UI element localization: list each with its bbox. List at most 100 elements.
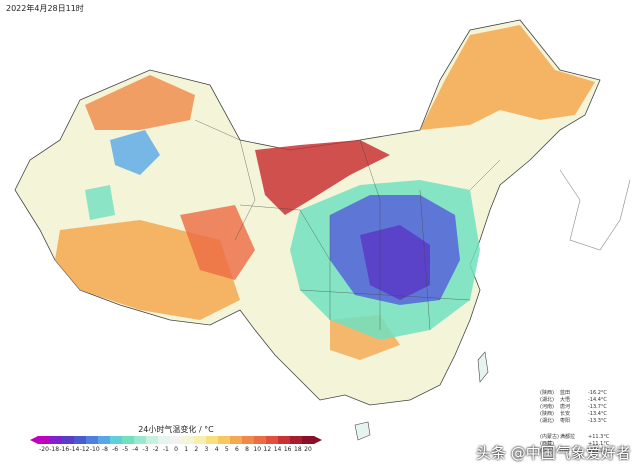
legend-swatch [50, 436, 63, 444]
legend-swatch [194, 436, 207, 444]
legend-tick-label: 4 [214, 446, 219, 453]
toutiao-logo-icon [458, 446, 472, 460]
station-province: (西藏) [540, 441, 554, 447]
station-name: 蓝田 [560, 390, 571, 396]
watermark-text: 头条 @中国气象爱好者 [476, 444, 631, 462]
legend-tick-label: -5 [122, 446, 129, 453]
station-name: 山丹 [560, 448, 571, 454]
taiwan [477, 351, 489, 383]
legend-swatch [74, 436, 87, 444]
legend-swatch [218, 436, 231, 444]
station-value: +11.1°C [588, 441, 610, 447]
warm-tibet [180, 205, 255, 280]
legend-tick-label: -4 [132, 446, 139, 453]
legend-tick-label: -14 [69, 446, 80, 453]
legend-tick-label: 2 [194, 446, 199, 453]
legend-swatch [206, 436, 219, 444]
legend-swatch [182, 436, 195, 444]
station-name: 满都拉 [560, 434, 576, 440]
cool-xinjiang-south [85, 185, 115, 220]
legend-swatch [134, 436, 147, 444]
station-row: (陕西) 蓝田 -16.2°C [540, 390, 636, 397]
station-value: -16.2°C [588, 390, 607, 396]
legend-swatch [242, 436, 255, 444]
legend-tick-label: 8 [245, 446, 249, 453]
legend-tick-label: 6 [235, 446, 239, 453]
legend-tick-label: -3 [142, 446, 149, 453]
station-province: (内蒙古) [540, 434, 559, 440]
legend-swatch [290, 436, 303, 444]
station-row: (内蒙古) 满都拉 +11.3°C [540, 434, 636, 441]
station-value: +11.3°C [588, 434, 610, 440]
legend-swatch [158, 436, 171, 444]
legend-tick-label: 20 [304, 446, 312, 453]
legend-swatch [170, 436, 183, 444]
station-row: (陕西) 长安 -13.4°C [540, 411, 636, 418]
station-province: (湖北) [540, 397, 554, 403]
legend-tick-label: -1 [162, 446, 169, 453]
station-value: -13.7°C [588, 404, 607, 410]
station-value: -14.4°C [588, 397, 607, 403]
station-name: 大悟 [560, 397, 571, 403]
korea-japan-outline [559, 169, 631, 251]
legend-tick-label: -18 [49, 446, 60, 453]
legend-title: 24小时气温变化 / °C [138, 425, 214, 434]
legend-tick-label: -12 [79, 446, 90, 453]
station-province: (甘肃) [540, 448, 554, 454]
legend-arrow-left [30, 436, 38, 444]
station-name: 唐河 [560, 404, 571, 410]
station-row: (甘肃) 山丹 +13.3°C [540, 448, 636, 455]
warm-station-list: (内蒙古) 满都拉 +11.3°C (西藏) +11.1°C (甘肃) 山丹 +13.3°C [540, 434, 636, 455]
watermark: 头条 @中国气象爱好者 [458, 442, 631, 463]
legend-swatch [254, 436, 267, 444]
legend-tick-label: 3 [204, 446, 209, 453]
station-row: (湖北) 大悟 -14.4°C [540, 397, 636, 404]
legend-swatch [278, 436, 291, 444]
legend-tick-label: 16 [283, 446, 292, 453]
map-timestamp: 2022年4月28日11时 [6, 4, 84, 13]
station-province: (湖北) [540, 418, 554, 424]
station-name: 枣阳 [560, 418, 571, 424]
legend-tick-label: 0 [174, 446, 178, 453]
legend-tick-label: 10 [253, 446, 262, 453]
province-borders [194, 119, 501, 331]
station-value: +13.3°C [588, 448, 610, 454]
legend-tick-label: 1 [184, 446, 189, 453]
station-value: -13.4°C [588, 411, 607, 417]
legend-swatch [62, 436, 75, 444]
station-row: (河南) 唐河 -13.7°C [540, 404, 636, 411]
legend-arrow-right [314, 436, 322, 444]
warm-northeast [420, 25, 595, 130]
station-value: -13.3°C [588, 418, 607, 424]
hainan [354, 421, 371, 441]
legend-tick-label: -20 [39, 446, 49, 453]
legend-swatch [110, 436, 123, 444]
station-row: (西藏) +11.1°C [540, 441, 636, 448]
legend-tick-label: 5 [224, 446, 229, 453]
station-name: 长安 [560, 411, 571, 417]
legend-tick-label: 18 [294, 446, 302, 453]
station-province: (陕西) [540, 390, 554, 396]
cool-xinjiang [110, 130, 160, 175]
station-province: (河南) [540, 404, 554, 410]
legend-tick-label: -6 [112, 446, 119, 453]
legend-color-bar [30, 436, 322, 444]
warm-northwest [85, 75, 195, 130]
color-legend: 24小时气温变化 / °C -20 -18 -16 -14 -12 -10 -8 -6 -5 -4… [30, 424, 322, 456]
station-row: (湖北) 枣阳 -13.3°C [540, 418, 636, 425]
legend-tick-label: -10 [89, 446, 100, 453]
legend-swatch [230, 436, 243, 444]
legend-tick-label: -2 [152, 446, 159, 453]
station-province: (陕西) [540, 411, 554, 417]
legend-swatch [302, 436, 315, 444]
legend-swatch [266, 436, 279, 444]
legend-swatch [122, 436, 135, 444]
hot-innermongolia [255, 140, 390, 215]
cold-station-list: (陕西) 蓝田 -16.2°C (湖北) 大悟 -14.4°C (河南) 唐河 -13.7°C(… [540, 390, 636, 425]
legend-tick-label: 12 [263, 446, 272, 453]
legend-swatch [98, 436, 111, 444]
legend-tick-label: -8 [101, 446, 108, 453]
legend-tick-label: -16 [59, 446, 70, 453]
legend-swatch [146, 436, 159, 444]
